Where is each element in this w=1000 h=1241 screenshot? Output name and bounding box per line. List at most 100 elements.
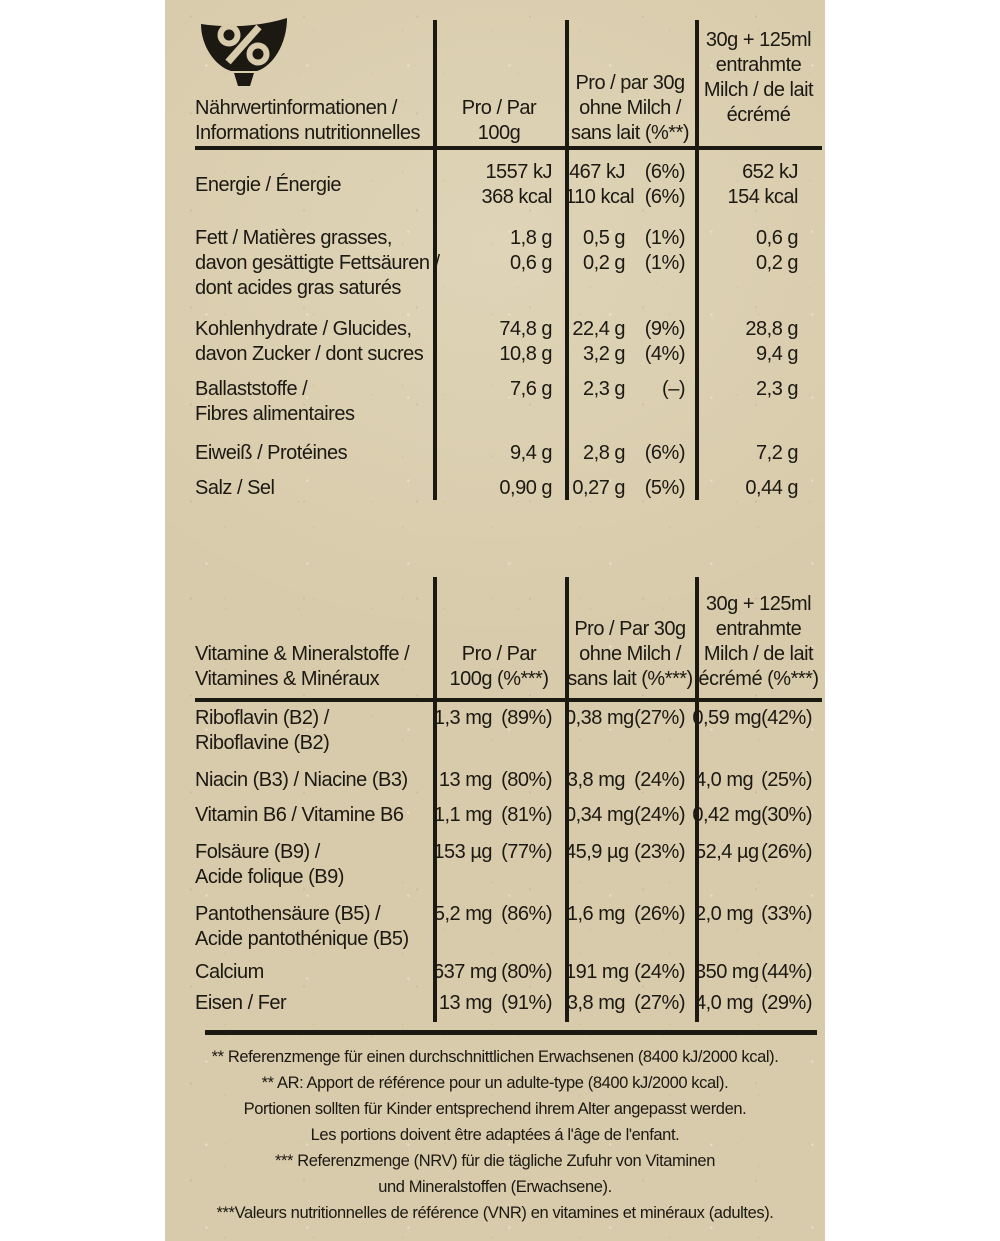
header-line: écrémé (%***) xyxy=(698,668,819,690)
table1-title: Nährwertinformationen / Informations nut… xyxy=(195,96,433,146)
label-line: davon Zucker / dont sucres xyxy=(195,343,424,365)
row-fett: Fett / Matières grasses, davon gesättigt… xyxy=(195,226,822,301)
percent: (24%) xyxy=(634,961,685,983)
nutrient-label: Kohlenhydrate / Glucides, davon Zucker /… xyxy=(195,317,433,367)
header-line: entrahmte xyxy=(715,618,802,640)
table2-title-line: Vitamines & Minéraux xyxy=(195,668,380,690)
value: 0,27 g xyxy=(572,477,625,499)
col-per100g: Pro / Par 100g xyxy=(433,96,565,146)
value: 1,1 mg xyxy=(433,804,493,826)
value: 7,2 g xyxy=(756,442,798,464)
percent: (5%) xyxy=(644,477,686,499)
label-line: Eisen / Fer xyxy=(195,992,287,1014)
value: 0,90 g xyxy=(499,477,552,499)
value: 3,8 mg xyxy=(566,992,626,1014)
value: 10,8 g xyxy=(499,343,552,365)
row-ballaststoffe: Ballaststoffe / Fibres alimentaires 7,6 … xyxy=(195,377,822,427)
value-with-milk: 0,59 mg (42%) xyxy=(692,706,822,756)
percent: (81%) xyxy=(501,804,552,826)
value: 13 mg xyxy=(438,769,493,791)
value: 0,44 g xyxy=(745,477,798,499)
value-per30g: 2,3 g (–) xyxy=(565,377,695,427)
nutrient-label: Eisen / Fer xyxy=(195,991,433,1016)
value: 22,4 g xyxy=(572,318,625,340)
value-with-milk: 652 kJ 154 kcal xyxy=(695,160,822,210)
value: 0,6 g xyxy=(510,252,552,274)
col-per30g: Pro / par 30g ohne Milch / sans lait (%*… xyxy=(565,71,695,146)
table2-divider-3 xyxy=(695,577,699,1022)
percent: (6%) xyxy=(644,186,686,208)
percent: (24%) xyxy=(634,769,685,791)
table2-divider-1 xyxy=(433,577,437,1022)
header-line: 30g + 125ml xyxy=(705,29,812,51)
value: 652 kJ xyxy=(742,161,798,183)
nutrient-label: Riboflavin (B2) / Riboflavine (B2) xyxy=(195,706,433,756)
header-line: 100g xyxy=(477,122,521,144)
table1-title-line: Informations nutritionnelles xyxy=(195,122,421,144)
percent: (9%) xyxy=(644,318,686,340)
value-per100g: 153 µg (77%) xyxy=(433,840,565,890)
row-calcium: Calcium 637 mg (80%) 191 mg (24%) 350 mg (4… xyxy=(195,960,822,985)
value-per30g: 0,38 mg (27%) xyxy=(565,706,695,756)
value-per30g: 3,8 mg (24%) xyxy=(565,768,695,793)
header-line: Pro / Par xyxy=(461,643,537,665)
percent: (25%) xyxy=(761,769,812,791)
value-with-milk: 350 mg (44%) xyxy=(695,960,822,985)
value: 28,8 g xyxy=(745,318,798,340)
value-per30g: 2,8 g (6%) xyxy=(565,441,695,466)
percent: (30%) xyxy=(761,804,812,826)
percent: (6%) xyxy=(644,161,686,183)
row-salz: Salz / Sel 0,90 g 0,27 g (5%) 0,44 g xyxy=(195,476,822,501)
value: 0,5 g xyxy=(583,227,625,249)
value-per100g: 5,2 mg (86%) xyxy=(433,902,565,952)
header-line: Milch / de lait xyxy=(703,643,814,665)
value-per100g: 1,3 mg (89%) xyxy=(433,706,565,756)
percent: (24%) xyxy=(634,804,685,826)
label-line: Riboflavine (B2) xyxy=(195,732,330,754)
percent-bowl-icon xyxy=(201,18,287,86)
value-with-milk: 7,2 g xyxy=(695,441,822,466)
nutrient-label: Pantothensäure (B5) / Acide pantothéniqu… xyxy=(195,902,433,952)
value: 3,2 g xyxy=(583,343,625,365)
nutrient-label: Eiweiß / Protéines xyxy=(195,441,433,466)
value: 0,2 g xyxy=(583,252,625,274)
footnote-line: ** AR: Apport de référence pour un adult… xyxy=(261,1074,729,1092)
value: 467 kJ xyxy=(569,161,625,183)
table2-title-line: Vitamine & Mineralstoffe / xyxy=(195,643,410,665)
percent: (–) xyxy=(662,378,685,400)
table1-divider-1 xyxy=(433,20,437,500)
value: 74,8 g xyxy=(499,318,552,340)
value: 153 µg xyxy=(433,841,492,863)
col-per100g: Pro / Par 100g (%***) xyxy=(433,642,565,696)
value: 3,8 mg xyxy=(566,769,626,791)
table1-title-line: Nährwertinformationen / xyxy=(195,97,397,119)
label-line: Vitamin B6 / Vitamine B6 xyxy=(195,804,404,826)
footnote-line: ** Referenzmenge für einen durchschnittl… xyxy=(211,1048,779,1066)
header-line: Pro / par 30g xyxy=(575,72,685,94)
value: 4,0 mg xyxy=(695,992,754,1014)
value-per30g: 22,4 g (9%) 3,2 g (4%) xyxy=(565,317,695,367)
nutrient-label: Ballaststoffe / Fibres alimentaires xyxy=(195,377,433,427)
row-niacin: Niacin (B3) / Niacine (B3) 13 mg (80%) 3,… xyxy=(195,768,822,793)
percent: (29%) xyxy=(761,992,812,1014)
table1-header: Nährwertinformationen / Informations nut… xyxy=(195,14,822,146)
percent: (26%) xyxy=(761,841,812,863)
percent: (27%) xyxy=(634,992,685,1014)
value: 0,6 g xyxy=(756,227,798,249)
value-per30g: 1,6 mg (26%) xyxy=(565,902,695,952)
footnote-line: Les portions doivent être adaptées á l'â… xyxy=(310,1126,680,1144)
table2-header: Vitamine & Mineralstoffe / Vitamines & M… xyxy=(195,572,822,696)
label-line: Eiweiß / Protéines xyxy=(195,442,348,464)
value-per100g: 1,1 mg (81%) xyxy=(433,803,565,828)
footnote-line: *** Referenzmenge (NRV) für die tägliche… xyxy=(275,1152,715,1170)
value: 0,38 mg xyxy=(565,707,634,729)
percent: (44%) xyxy=(761,961,812,983)
label-line: Acide pantothénique (B5) xyxy=(195,928,409,950)
footnote-line: und Mineralstoffen (Erwachsene). xyxy=(378,1178,612,1196)
label-line: Calcium xyxy=(195,961,264,983)
percent: (89%) xyxy=(501,707,552,729)
row-folsaeure: Folsäure (B9) / Acide folique (B9) 153 µ… xyxy=(195,840,822,890)
value-per100g: 13 mg (80%) xyxy=(433,768,565,793)
percent: (91%) xyxy=(501,992,552,1014)
